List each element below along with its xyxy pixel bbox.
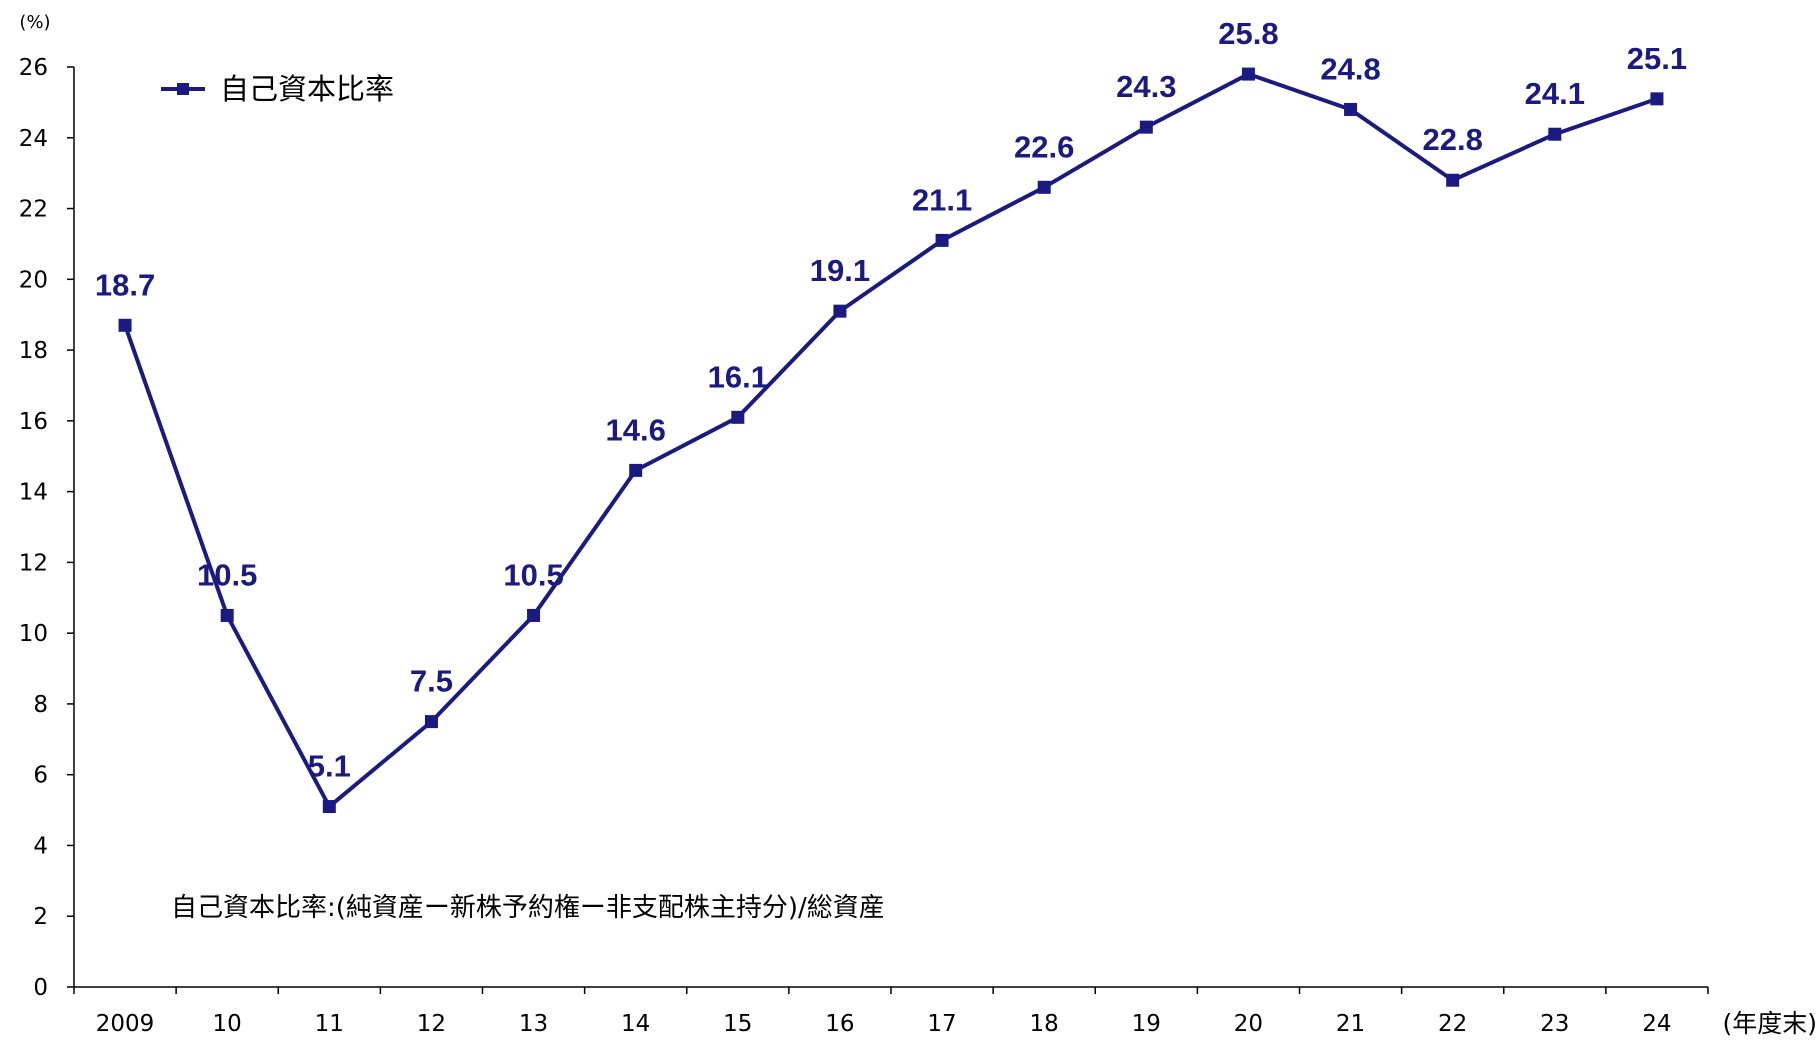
data-label: 18.7	[95, 267, 155, 302]
x-tick-label: 15	[723, 1011, 752, 1037]
data-point-marker	[527, 608, 541, 622]
data-point-marker	[629, 463, 643, 477]
x-tick-label: 12	[417, 1011, 446, 1037]
y-tick-label: 24	[19, 126, 48, 152]
data-point-marker	[220, 608, 234, 622]
x-tick-label: 16	[825, 1011, 854, 1037]
x-tick-label: 23	[1540, 1011, 1569, 1037]
data-point-marker	[1241, 67, 1255, 81]
y-tick-label: 2	[33, 904, 48, 930]
data-label: 22.6	[1014, 129, 1074, 164]
x-tick-label: 13	[519, 1011, 548, 1037]
data-label: 21.1	[912, 182, 972, 217]
y-tick-label: 22	[19, 197, 48, 223]
y-tick-label: 12	[19, 550, 48, 576]
data-point-marker	[118, 318, 132, 332]
data-label: 25.8	[1218, 16, 1278, 51]
y-axis-unit-label: (%)	[19, 12, 50, 33]
data-label: 10.5	[197, 557, 257, 592]
legend: 自己資本比率	[161, 72, 394, 106]
legend-marker-icon	[177, 83, 189, 95]
data-label: 7.5	[410, 664, 453, 699]
y-tick-label: 20	[19, 267, 48, 293]
y-tick-label: 16	[19, 409, 48, 435]
y-tick-label: 6	[33, 763, 48, 789]
x-tick-label: 2009	[96, 1011, 155, 1037]
y-tick-label: 0	[33, 975, 48, 1001]
x-tick-label: 20	[1234, 1011, 1263, 1037]
x-tick-label: 10	[213, 1011, 242, 1037]
x-tick-label: 19	[1132, 1011, 1161, 1037]
y-tick-label: 26	[19, 55, 48, 81]
data-point-marker	[322, 800, 336, 814]
data-label: 22.8	[1423, 122, 1483, 157]
x-tick-label: 11	[315, 1011, 344, 1037]
x-axis-unit-label: (年度末)	[1722, 1009, 1817, 1038]
data-label: 25.1	[1627, 41, 1687, 76]
y-tick-label: 14	[19, 480, 48, 506]
y-tick-label: 10	[19, 621, 48, 647]
data-label: 16.1	[708, 359, 768, 394]
data-label: 24.3	[1116, 69, 1176, 104]
legend-label: 自己資本比率	[220, 72, 394, 106]
x-tick-label: 14	[621, 1011, 650, 1037]
y-tick-label: 18	[19, 338, 48, 364]
data-point-marker	[1446, 173, 1460, 187]
x-tick-label: 21	[1336, 1011, 1365, 1037]
data-point-marker	[1037, 180, 1051, 194]
data-point-marker	[1344, 102, 1358, 116]
data-point-marker	[935, 233, 949, 247]
data-label: 19.1	[810, 253, 870, 288]
data-point-marker	[1650, 92, 1664, 106]
series-group	[118, 67, 1664, 814]
x-tick-label: 24	[1642, 1011, 1671, 1037]
x-tick-label: 17	[927, 1011, 956, 1037]
data-point-marker	[1139, 120, 1153, 134]
data-point-marker	[731, 410, 745, 424]
data-label: 10.5	[503, 557, 563, 592]
data-point-marker	[833, 304, 847, 318]
formula-annotation: 自己資本比率:(純資産ー新株予約権ー非支配株主持分)/総資産	[171, 893, 885, 923]
series-line	[123, 72, 1658, 809]
data-point-marker	[424, 715, 438, 729]
data-label: 24.8	[1320, 51, 1380, 86]
data-label: 14.6	[606, 412, 666, 447]
data-labels: 18.7 10.5 5.1 7.5 10.5 14.6 16.1 19.1 21.1 22.6 24…	[95, 16, 1687, 783]
data-point-marker	[1548, 127, 1562, 141]
y-tick-label: 4	[33, 833, 48, 859]
data-label: 24.1	[1525, 76, 1585, 111]
data-label: 5.1	[308, 749, 351, 784]
x-tick-label: 22	[1438, 1011, 1467, 1037]
y-tick-label: 8	[33, 692, 48, 718]
x-tick-label: 18	[1030, 1011, 1059, 1037]
x-axis-ticks: 2009 10 11 12 13 14 15 16 17 18 19 20 21 22 23 24	[73, 987, 1709, 1037]
